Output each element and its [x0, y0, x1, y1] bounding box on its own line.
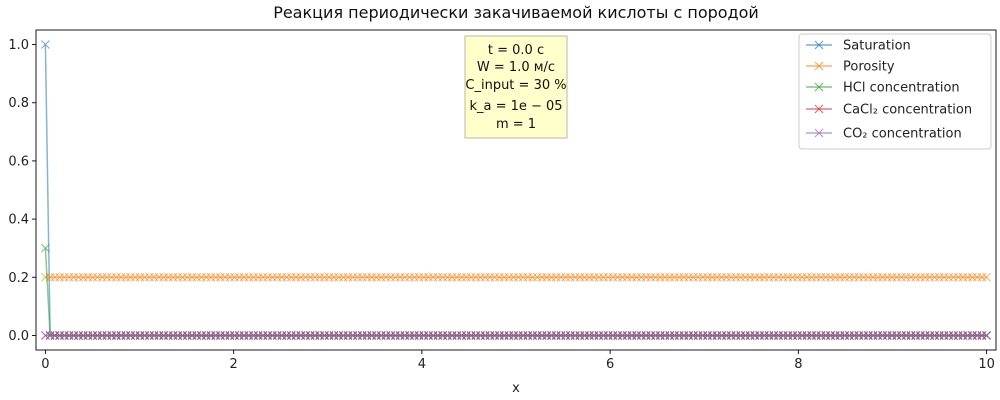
x-tick-label: 0: [41, 357, 49, 372]
annotation-line: W = 1.0 м/с: [477, 60, 555, 75]
y-tick-label: 0.0: [8, 329, 29, 344]
annotation-line: t = 0.0 с: [488, 43, 544, 58]
x-tick-label: 10: [978, 357, 995, 372]
chart-title: Реакция периодически закачиваемой кислот…: [273, 3, 759, 22]
series-co-concentration: [41, 331, 991, 340]
legend-marker: [814, 40, 824, 50]
annotation-frame: [464, 35, 568, 139]
legend-entry: CO₂ concentration: [843, 127, 962, 142]
plot-area: [41, 40, 991, 340]
legend-entry: CaCl₂ concentration: [843, 103, 972, 118]
x-tick-label: 8: [794, 357, 802, 372]
legend-entry: Porosity: [843, 60, 895, 75]
x-tick-label: 6: [606, 357, 614, 372]
annotation-box: t = 0.0 с W = 1.0 м/с C_input = 30 % k_a = …: [464, 35, 568, 139]
x-tick-label: 4: [418, 357, 426, 372]
legend-entry: Saturation: [843, 39, 911, 54]
data-point: [982, 331, 991, 340]
y-tick-label: 0.6: [8, 154, 29, 169]
data-point: [41, 243, 50, 253]
annotation-line: k_a = 1e − 05: [469, 99, 562, 114]
data-point: [982, 272, 991, 282]
legend-marker: [814, 82, 824, 92]
series-hcl-concentration: [41, 243, 991, 340]
y-tick-label: 0.4: [8, 213, 29, 228]
legend-marker: [814, 128, 824, 138]
series-line: [44, 248, 987, 337]
annotation-line: m = 1: [496, 117, 536, 132]
y-tick-label: 0.8: [8, 96, 29, 111]
legend-marker: [814, 104, 824, 114]
data-point: [41, 40, 50, 49]
y-tick-label: 1.0: [8, 38, 29, 53]
axes: 0 2 4 6 8 10 0.0 0.2 0.4 0.6 0.8 1.0: [8, 29, 997, 372]
legend: Saturation Porosity HCl concentration CaCl₂…: [798, 33, 992, 150]
legend-marker: [814, 61, 824, 71]
annotation-line: C_input = 30 %: [465, 78, 566, 93]
series-porosity: [41, 272, 991, 282]
x-axis-label: x: [512, 381, 520, 396]
legend-frame: [798, 33, 992, 150]
x-tick-label: 2: [230, 357, 238, 372]
legend-entry: HCl concentration: [843, 81, 960, 96]
plot-frame: [35, 29, 997, 351]
y-tick-label: 0.2: [8, 271, 29, 286]
